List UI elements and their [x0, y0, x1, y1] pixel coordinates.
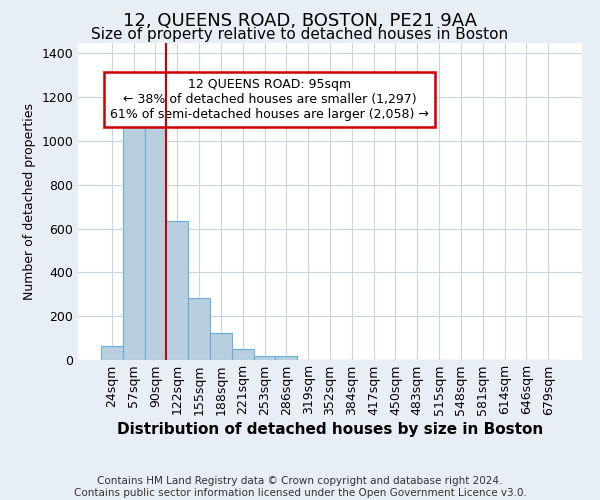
Text: Size of property relative to detached houses in Boston: Size of property relative to detached ho… — [91, 28, 509, 42]
X-axis label: Distribution of detached houses by size in Boston: Distribution of detached houses by size … — [117, 422, 543, 436]
Bar — [101, 346, 123, 360]
Bar — [188, 298, 210, 360]
Y-axis label: Number of detached properties: Number of detached properties — [23, 103, 36, 300]
Bar — [232, 350, 254, 360]
Bar — [254, 356, 275, 360]
Text: 12 QUEENS ROAD: 95sqm
← 38% of detached houses are smaller (1,297)
61% of semi-d: 12 QUEENS ROAD: 95sqm ← 38% of detached … — [110, 78, 429, 121]
Bar — [275, 356, 297, 360]
Bar — [123, 127, 145, 360]
Text: Contains HM Land Registry data © Crown copyright and database right 2024.
Contai: Contains HM Land Registry data © Crown c… — [74, 476, 526, 498]
Bar — [166, 221, 188, 360]
Bar — [145, 106, 166, 360]
Bar — [210, 332, 232, 360]
Text: 12, QUEENS ROAD, BOSTON, PE21 9AA: 12, QUEENS ROAD, BOSTON, PE21 9AA — [123, 12, 477, 30]
